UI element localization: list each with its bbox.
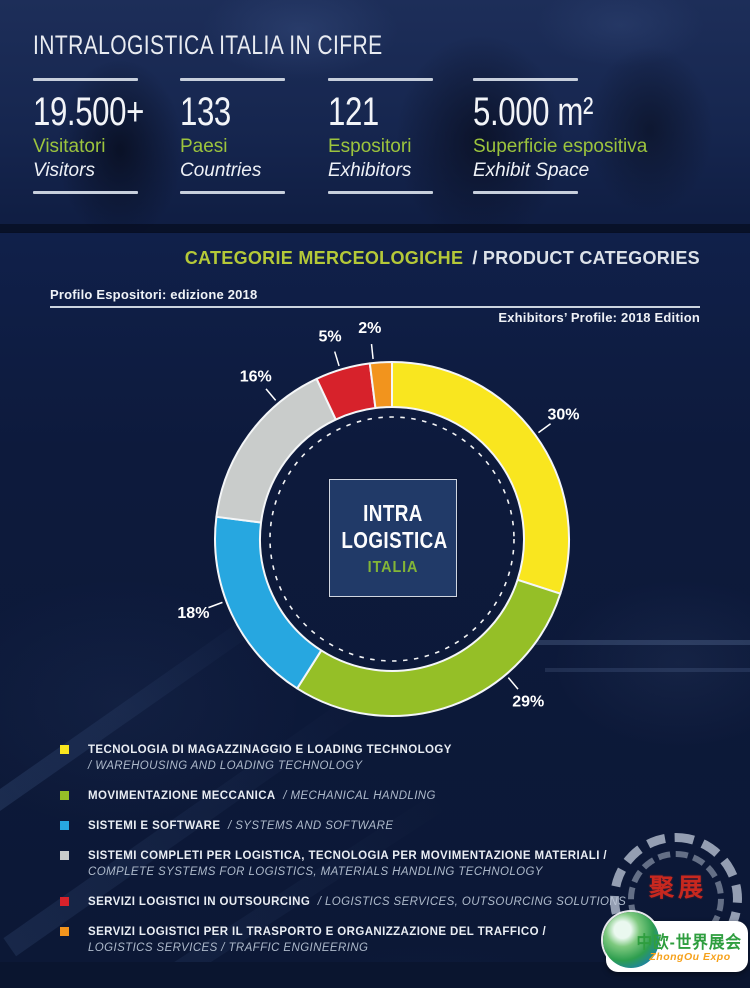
- intralogistica-logo: INTRA LOGISTICA ITALIA: [329, 479, 457, 597]
- legend-label-it: SISTEMI E SOFTWARE: [88, 820, 221, 832]
- divider-line: [473, 78, 578, 81]
- divider-line: [180, 191, 285, 194]
- stat-value: 121: [328, 90, 379, 134]
- logo-line-intra: INTRA: [363, 500, 423, 526]
- background-rail: [520, 640, 750, 645]
- stat-label-it: Visitatori: [33, 136, 106, 157]
- profile-label-english: Exhibitors’ Profile: 2018 Edition: [498, 310, 700, 325]
- legend-label-it: SERVIZI LOGISTICI PER IL TRASPORTO E ORG…: [88, 926, 547, 938]
- globe-icon: [603, 912, 659, 968]
- divider-line: [473, 191, 578, 194]
- divider-line: [33, 78, 138, 81]
- background-rail: [545, 668, 750, 672]
- donut-dashed-circle: [269, 416, 515, 662]
- legend-swatch-red: [60, 897, 69, 906]
- legend-swatch-blue: [60, 821, 69, 830]
- donut-segment-2: [214, 515, 323, 690]
- stat-label-en: Exhibit Space: [473, 160, 590, 181]
- donut-percent-label-1: 29%: [512, 693, 544, 710]
- legend-item-mechanical-handling: MOVIMENTAZIONE MECCANICA / MECHANICAL HA…: [60, 788, 680, 804]
- legend-label-en: LOGISTICS SERVICES / TRAFFIC ENGINEERING: [88, 942, 369, 954]
- legend-label-en: / WAREHOUSING AND LOADING TECHNOLOGY: [88, 760, 363, 772]
- background-divider-band: [0, 224, 750, 233]
- stat-label-it: Superficie espositiva: [473, 136, 648, 157]
- section-title-english: / PRODUCT CATEGORIES: [472, 248, 700, 268]
- donut-leader-line-5: [370, 343, 374, 360]
- legend-swatch-green: [60, 791, 69, 800]
- stat-value: 5.000 m²: [473, 90, 594, 134]
- stat-value: 133: [180, 90, 231, 134]
- divider-line: [180, 78, 285, 81]
- donut-percent-label-0: 30%: [547, 406, 579, 423]
- logo-line-logistica: LOGISTICA: [341, 527, 448, 553]
- legend-item-warehousing: TECNOLOGIA DI MAGAZZINAGGIO E LOADING TE…: [60, 742, 680, 774]
- donut-chart: 30% 29% 18% 16% 5% 2%: [177, 320, 580, 717]
- section-title: CATEGORIE MERCEOLOGICHE / PRODUCT CATEGO…: [185, 248, 700, 269]
- stat-label-en: Countries: [180, 160, 262, 181]
- donut-leader-line-2: [208, 601, 223, 609]
- watermark-stamp-arc: [606, 831, 750, 927]
- stat-value: 19.500+: [33, 90, 144, 134]
- legend-swatch-orange: [60, 927, 69, 936]
- legend-label-en: / LOGISTICS SERVICES, OUTSOURCING SOLUTI…: [317, 896, 627, 908]
- section-title-italian: CATEGORIE MERCEOLOGICHE: [184, 248, 464, 268]
- stamp-arc-outer: [610, 833, 742, 927]
- donut-percent-label-3: 16%: [240, 369, 272, 386]
- legend-label-it: MOVIMENTAZIONE MECCANICA: [88, 790, 276, 802]
- divider-line: [328, 78, 433, 81]
- donut-percent-label-5: 2%: [358, 320, 381, 337]
- donut-segment-0: [391, 361, 570, 595]
- page-title: INTRALOGISTICA ITALIA IN CIFRE: [33, 30, 383, 60]
- donut-segment-5: [368, 361, 393, 410]
- legend-item-outsourcing: SERVIZI LOGISTICI IN OUTSOURCING / LOGIS…: [60, 894, 680, 910]
- legend-label-en: / SYSTEMS AND SOFTWARE: [228, 820, 394, 832]
- legend-item-complete-systems: SISTEMI COMPLETI PER LOGISTICA, TECNOLOG…: [60, 848, 680, 880]
- legend-item-traffic: SERVIZI LOGISTICI PER IL TRASPORTO E ORG…: [60, 924, 680, 956]
- donut-leader-line-1: [507, 677, 519, 690]
- divider-line: [33, 191, 138, 194]
- stat-label-it: Espositori: [328, 136, 412, 157]
- donut-percent-label-4: 5%: [318, 328, 341, 345]
- legend-label-it: SISTEMI COMPLETI PER LOGISTICA, TECNOLOG…: [88, 850, 608, 862]
- donut-leader-line-0: [537, 423, 552, 434]
- legend-label-en: COMPLETE SYSTEMS FOR LOGISTICS, MATERIAL…: [88, 866, 543, 878]
- legend-label-it: TECNOLOGIA DI MAGAZZINAGGIO E LOADING TE…: [88, 744, 452, 756]
- watermark-stamp-text: 聚展: [648, 874, 707, 902]
- donut-leader-line-4: [333, 351, 340, 367]
- watermark-banner: 中欧-世界展会 ZhongOu Expo: [603, 912, 748, 972]
- stamp-arc-inner: [628, 851, 724, 927]
- watermark-banner-subtext: ZhongOu Expo: [649, 951, 731, 963]
- legend-swatch-yellow: [60, 745, 69, 754]
- background-photo-main: [0, 233, 750, 962]
- legend-swatch-gray: [60, 851, 69, 860]
- watermark-banner-text: 中欧-世界展会: [636, 933, 742, 952]
- stat-label-en: Visitors: [33, 160, 95, 181]
- donut-percent-label-2: 18%: [177, 605, 209, 622]
- stat-label-it: Paesi: [180, 136, 228, 157]
- logo-line-italia: ITALIA: [367, 559, 419, 576]
- legend-label-en: / MECHANICAL HANDLING: [283, 790, 436, 802]
- stat-label-en: Exhibitors: [328, 160, 412, 181]
- legend-label-it: SERVIZI LOGISTICI IN OUTSOURCING: [88, 896, 311, 908]
- legend-item-systems-software: SISTEMI E SOFTWARE / SYSTEMS AND SOFTWAR…: [60, 818, 680, 834]
- chart-legend: TECNOLOGIA DI MAGAZZINAGGIO E LOADING TE…: [60, 742, 680, 956]
- divider-line: [328, 191, 433, 194]
- donut-leader-line-3: [265, 388, 277, 401]
- profile-underline-row: Profilo Espositori: edizione 2018: [50, 286, 700, 308]
- profile-label-italian: Profilo Espositori: edizione 2018: [50, 287, 258, 302]
